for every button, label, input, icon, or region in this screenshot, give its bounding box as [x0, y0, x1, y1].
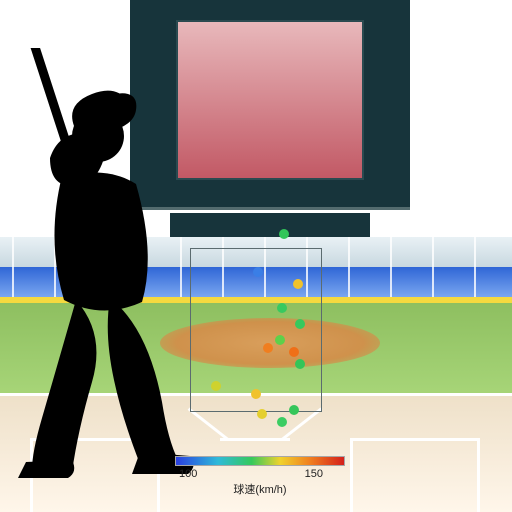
- speed-legend-gradient: [175, 456, 345, 466]
- pitch-marker: [293, 279, 303, 289]
- pitch-marker: [263, 343, 273, 353]
- speed-legend-tick-max: 150: [305, 468, 323, 480]
- pitch-marker: [289, 347, 299, 357]
- pitch-marker: [289, 405, 299, 415]
- stand-divider: [390, 237, 392, 297]
- stand-divider: [432, 237, 434, 297]
- stand-divider: [474, 237, 476, 297]
- batter-silhouette: [0, 48, 250, 508]
- speed-legend: 100 150 球速(km/h): [170, 456, 350, 497]
- pitch-marker: [257, 409, 267, 419]
- pitch-marker: [295, 359, 305, 369]
- speed-legend-label: 球速(km/h): [170, 481, 350, 497]
- pitch-location-chart: 100 150 球速(km/h): [0, 0, 512, 512]
- pitch-marker: [251, 389, 261, 399]
- speed-legend-ticks: 100 150: [175, 468, 345, 480]
- stand-divider: [348, 237, 350, 297]
- speed-legend-tick-min: 100: [179, 468, 197, 480]
- pitch-marker: [279, 229, 289, 239]
- pitch-marker: [253, 267, 263, 277]
- pitch-marker: [277, 303, 287, 313]
- batter-box-right: [350, 438, 480, 512]
- pitch-marker: [275, 335, 285, 345]
- pitch-marker: [295, 319, 305, 329]
- pitch-marker: [277, 417, 287, 427]
